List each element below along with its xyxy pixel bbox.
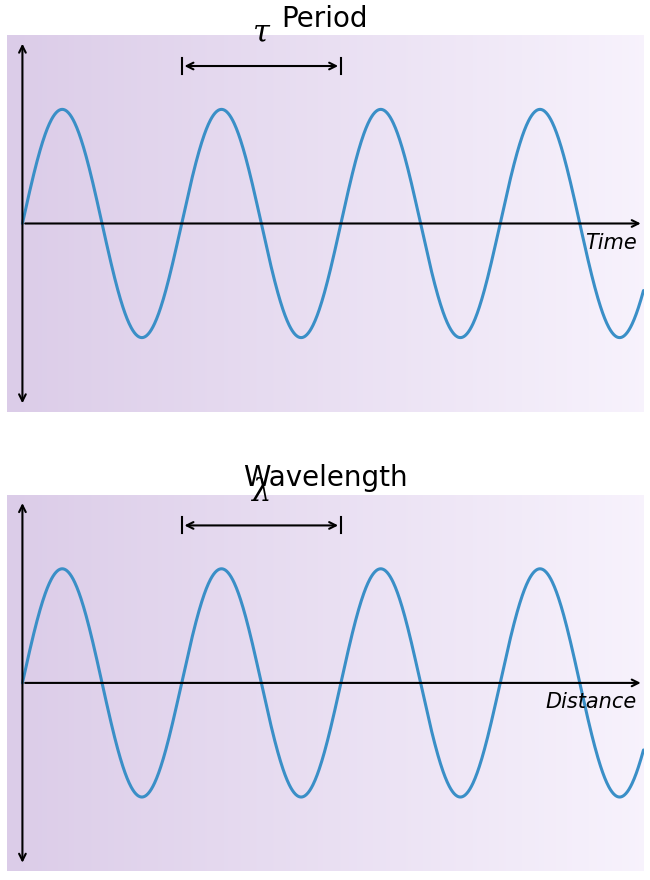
Title: Wavelength: Wavelength — [242, 465, 408, 492]
Text: τ: τ — [253, 18, 270, 49]
Text: λ: λ — [252, 477, 271, 509]
Title: Period: Period — [281, 5, 369, 33]
Text: Distance: Distance — [546, 692, 637, 712]
Text: Time: Time — [586, 232, 637, 253]
